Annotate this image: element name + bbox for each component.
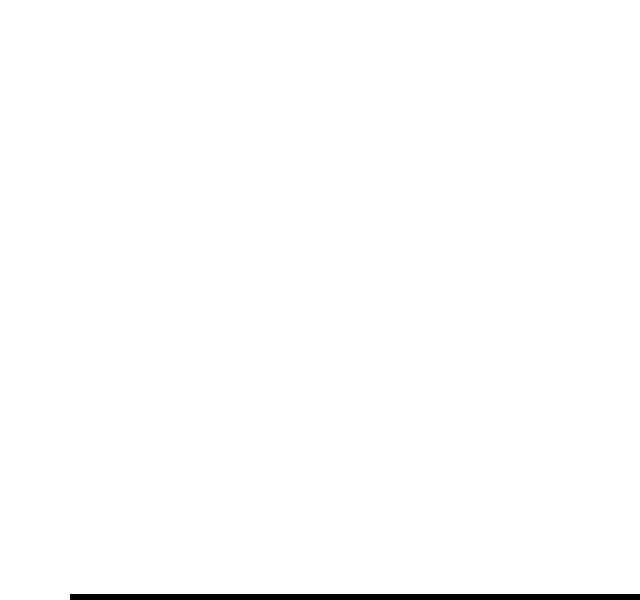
legend-item (603, 113, 633, 125)
legend-item (603, 67, 633, 79)
legend-color-swatch (608, 153, 633, 155)
legend-item (603, 78, 633, 90)
legend-item (603, 90, 633, 102)
legend-item (603, 137, 633, 149)
legend-item (603, 102, 633, 114)
legend (603, 55, 633, 160)
legend-color-swatch (608, 118, 633, 120)
legend-color-swatch (608, 107, 633, 109)
legend-color-swatch (608, 72, 633, 74)
legend-color-swatch (608, 130, 633, 132)
legend-item (603, 149, 633, 161)
legend-item (603, 55, 633, 67)
legend-color-swatch (608, 83, 633, 85)
legend-item (603, 125, 633, 137)
legend-color-swatch (608, 142, 633, 144)
legend-color-swatch (608, 95, 633, 97)
bottom-edge-bar (70, 594, 640, 600)
legend-color-swatch (608, 60, 633, 62)
